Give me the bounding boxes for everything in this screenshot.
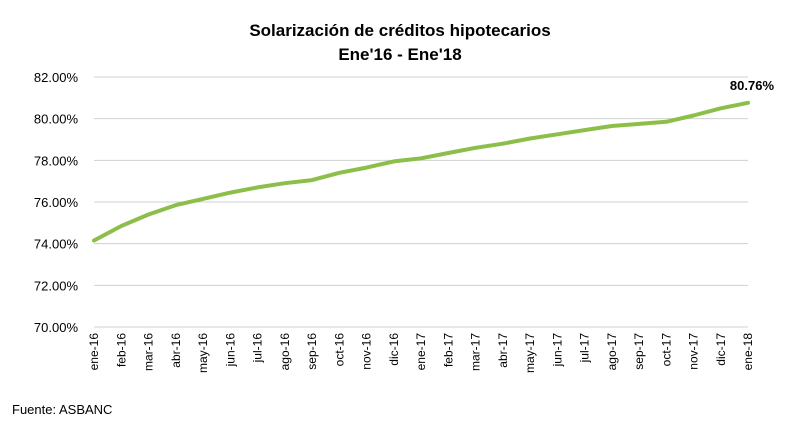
series-line (92, 100, 750, 243)
x-tick-label: dic-16 (387, 333, 401, 366)
data-point (747, 102, 749, 104)
series-line-group (92, 100, 750, 243)
x-tick-label: ene-17 (414, 333, 428, 371)
x-tick-label: may-17 (523, 333, 537, 373)
x-tick-label: oct-16 (332, 333, 346, 367)
data-point (366, 167, 367, 169)
data-point (584, 129, 585, 131)
x-tick-label: ene-16 (87, 333, 101, 371)
y-tick-label: 70.00% (34, 320, 79, 335)
x-tick-label: dic-17 (714, 333, 728, 366)
y-tick-label: 80.00% (34, 112, 79, 127)
data-labels: 80.76% (730, 78, 775, 93)
x-tick-label: abr-16 (169, 333, 183, 368)
x-tick-label: mar-16 (142, 333, 156, 371)
x-tick-label: feb-16 (114, 333, 128, 367)
data-point (529, 137, 531, 139)
data-point (393, 160, 395, 162)
x-tick-label: feb-17 (441, 333, 455, 367)
data-point (148, 214, 149, 215)
x-tick-label: sep-17 (632, 333, 646, 370)
y-tick-label: 74.00% (34, 237, 79, 252)
source-note: Fuente: ASBANC (12, 402, 113, 417)
data-point (257, 186, 258, 188)
x-tick-label: jul-17 (578, 333, 592, 364)
x-tick-label: may-16 (196, 333, 210, 373)
data-point (420, 157, 422, 159)
x-tick-label: mar-17 (469, 333, 483, 371)
data-point (311, 179, 313, 181)
x-tick-label: abr-17 (496, 333, 510, 368)
data-point (611, 125, 613, 127)
x-tick-label: ago-17 (605, 333, 619, 371)
data-point (475, 147, 476, 149)
x-tick-label: nov-17 (687, 333, 701, 370)
data-point (229, 192, 231, 194)
data-point (202, 198, 204, 200)
chart-subtitle: Ene'16 - Ene'18 (338, 45, 462, 64)
y-tick-label: 82.00% (34, 70, 79, 85)
chart-title: Solarización de créditos hipotecarios (249, 21, 551, 40)
data-point (556, 133, 558, 135)
y-tick-label: 72.00% (34, 278, 79, 293)
x-tick-label: nov-16 (360, 333, 374, 370)
x-tick-label: jun-16 (223, 333, 237, 368)
data-point (638, 123, 640, 125)
y-axis-tick-labels: 70.00% 72.00% 74.00% 76.00% 78.00% 80.00% 82.0… (34, 70, 79, 335)
last-point-label: 80.76% (730, 78, 775, 93)
data-point (175, 204, 177, 206)
grid-lines (94, 76, 748, 328)
y-tick-label: 78.00% (34, 153, 79, 168)
data-point (120, 225, 122, 227)
x-tick-label: oct-17 (659, 333, 673, 367)
data-point (693, 115, 694, 117)
x-tick-label: jul-16 (251, 333, 265, 364)
data-point (93, 240, 95, 242)
data-point (284, 182, 286, 184)
data-point (502, 143, 504, 145)
x-tick-label: jun-17 (550, 333, 564, 368)
data-point (338, 172, 340, 174)
data-point (447, 152, 449, 154)
data-point (665, 121, 667, 123)
data-point (720, 107, 722, 109)
y-tick-label: 76.00% (34, 195, 79, 210)
x-axis-tick-labels: ene-16 feb-16 mar-16 abr-16 may-16 jun-16 jul-… (87, 333, 755, 373)
x-tick-label: sep-16 (305, 333, 319, 370)
x-tick-label: ago-16 (278, 333, 292, 371)
line-chart: 70.00% 72.00% 74.00% 76.00% 78.00% 80.00% 82.0… (34, 70, 775, 373)
x-tick-label: ene-18 (741, 333, 755, 371)
